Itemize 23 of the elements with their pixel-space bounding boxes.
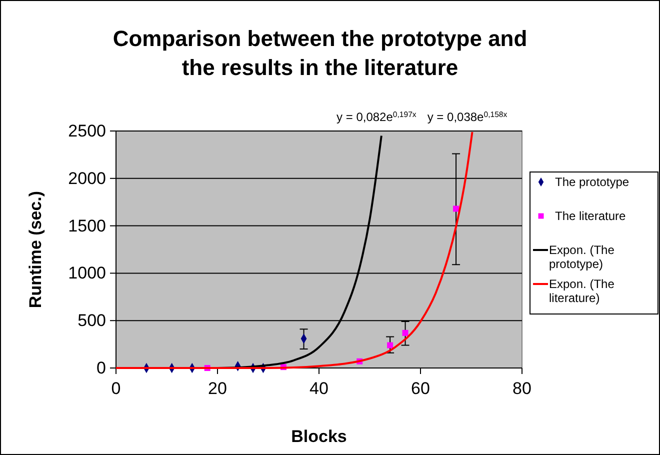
x-tick-label: 60 — [411, 379, 430, 398]
legend-label: The literature — [555, 209, 626, 223]
point — [402, 330, 408, 336]
y-tick-label: 1500 — [68, 216, 106, 236]
x-tick-label: 80 — [512, 379, 532, 398]
y-tick-label: 2000 — [68, 168, 106, 188]
y-tick-label: 500 — [78, 311, 106, 330]
y-tick-label: 2500 — [68, 121, 106, 140]
x-tick-label: 0 — [111, 379, 121, 398]
legend-label: Expon. (The prototype) — [549, 243, 615, 271]
y-tick-label: 0 — [96, 358, 106, 378]
y-axis-title: Runtime (sec.) — [26, 190, 45, 308]
x-axis-title: Blocks — [291, 427, 347, 446]
y-tick-label: 1000 — [68, 264, 106, 283]
legend-label: Expon. (The literature) — [549, 277, 615, 305]
x-tick-label: 40 — [310, 379, 328, 398]
chart-title: Comparison between the prototype and the results in the literature — [112, 26, 528, 80]
legend-label: The prototype — [555, 175, 630, 189]
text: y = 0,038e$^{0,158x}$ — [427, 110, 508, 124]
x-tick-label: 20 — [208, 379, 227, 398]
text: y = 0,082e$^{0,197x}$ — [336, 110, 416, 124]
point — [453, 206, 460, 212]
point — [387, 342, 394, 348]
